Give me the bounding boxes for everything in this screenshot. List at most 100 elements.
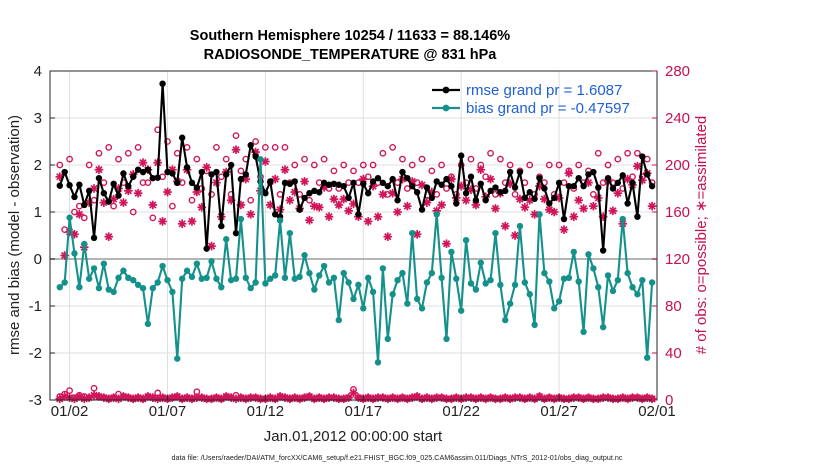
- obs-assimilated-marker: [177, 219, 187, 229]
- y-left-tick-label: -1: [29, 298, 42, 315]
- obs-possible-marker: [85, 161, 93, 169]
- bias-point: [565, 274, 573, 281]
- obs-possible-marker: [418, 155, 426, 163]
- bias-point: [164, 276, 171, 284]
- y-left-tick-label: 1: [34, 204, 42, 221]
- bias-point: [149, 284, 156, 292]
- rmse-point: [159, 80, 166, 87]
- bias-point: [477, 259, 484, 266]
- obs-assimilated-marker: [461, 195, 471, 205]
- obs-possible-marker: [208, 190, 215, 198]
- obs-possible-marker: [438, 161, 446, 169]
- bias-point: [644, 354, 651, 361]
- star-stroke: [203, 163, 211, 171]
- rmse-point: [570, 182, 577, 190]
- rmse-point: [218, 222, 225, 230]
- star-stroke: [530, 210, 539, 218]
- rmse-point: [227, 161, 235, 169]
- star-stroke: [75, 392, 84, 401]
- rmse-point: [560, 215, 568, 223]
- bias-point: [511, 281, 519, 289]
- rmse-point: [355, 211, 362, 218]
- y-left-tick-label: 3: [34, 110, 42, 127]
- bias-point: [183, 267, 191, 274]
- obs-assimilated-marker: [363, 217, 373, 226]
- obs-possible-marker: [403, 185, 411, 192]
- star-stroke: [472, 201, 480, 209]
- bias-point: [409, 229, 416, 237]
- rmse-point: [629, 179, 636, 187]
- star-stroke: [56, 173, 64, 181]
- obs-assimilated-marker: [486, 174, 495, 184]
- rmse-point: [105, 198, 112, 205]
- bias-point: [590, 265, 597, 272]
- rmse-point: [340, 182, 347, 190]
- bias-point: [413, 295, 421, 303]
- obs-possible-marker: [105, 143, 113, 151]
- bias-point: [306, 269, 313, 277]
- obs-assimilated-marker: [133, 188, 143, 198]
- rmse-point: [639, 153, 646, 160]
- rmse-point: [139, 168, 147, 176]
- series-lines: [56, 80, 656, 366]
- star-stroke: [119, 198, 128, 207]
- rmse-point: [467, 173, 475, 180]
- bias-point: [193, 260, 201, 267]
- rmse-point: [110, 180, 117, 187]
- y-right-tick-label: 200: [665, 157, 690, 174]
- bias-point: [526, 291, 533, 298]
- bias-point: [316, 272, 323, 279]
- bias-point: [624, 269, 631, 277]
- obs-assimilated-marker: [187, 217, 197, 226]
- obs-assimilated-marker: [246, 210, 256, 219]
- obs-possible-marker: [594, 149, 602, 157]
- bias-point: [369, 288, 377, 296]
- x-tick-label: 01/12: [247, 403, 285, 420]
- obs-possible-marker: [271, 143, 279, 151]
- rmse-point: [125, 182, 132, 190]
- rmse-point: [213, 168, 220, 176]
- star-stroke: [335, 201, 343, 209]
- bias-point: [144, 320, 152, 328]
- obs-possible-marker: [232, 132, 240, 140]
- obs-possible-marker: [330, 167, 338, 175]
- bias-point: [291, 275, 298, 282]
- star-stroke: [521, 203, 529, 211]
- rmse-point: [580, 182, 587, 190]
- obs-assimilated-marker: [549, 207, 559, 217]
- rmse-point: [203, 245, 210, 252]
- rmse-point: [71, 193, 78, 201]
- bias-point: [634, 291, 641, 298]
- star-stroke: [423, 198, 431, 207]
- star-stroke: [501, 222, 509, 230]
- obs-assimilated-marker: [442, 239, 451, 249]
- x-axis-label: Jan.01,2012 00:00:00 start: [264, 428, 443, 445]
- rmse-point: [242, 171, 250, 178]
- star-stroke: [614, 189, 622, 197]
- rmse-point: [516, 168, 524, 176]
- obs-assimilated-marker: [99, 198, 109, 207]
- rmse-point: [472, 197, 480, 204]
- bias-point: [213, 275, 220, 282]
- star-stroke: [344, 207, 353, 215]
- obs-assimilated-marker: [305, 215, 314, 225]
- obs-assimilated-marker: [500, 221, 510, 231]
- star-stroke: [511, 231, 519, 240]
- obs-assimilated-marker: [569, 212, 579, 221]
- rmse-point: [394, 197, 401, 204]
- bias-point: [599, 323, 607, 331]
- bias-point: [604, 272, 612, 279]
- obs-assimilated-marker: [564, 168, 574, 178]
- bias-point: [218, 284, 225, 291]
- rmse-point: [428, 194, 436, 202]
- bias-point: [472, 286, 480, 293]
- bias-point: [100, 260, 108, 267]
- bias-point: [90, 265, 98, 272]
- star-stroke: [139, 159, 147, 167]
- obs-possible-marker: [496, 155, 504, 163]
- obs-assimilated-marker: [138, 158, 148, 167]
- obs-assimilated-marker: [148, 200, 158, 210]
- star-stroke: [266, 201, 274, 209]
- bias-point: [159, 262, 166, 270]
- rmse-point: [604, 174, 612, 182]
